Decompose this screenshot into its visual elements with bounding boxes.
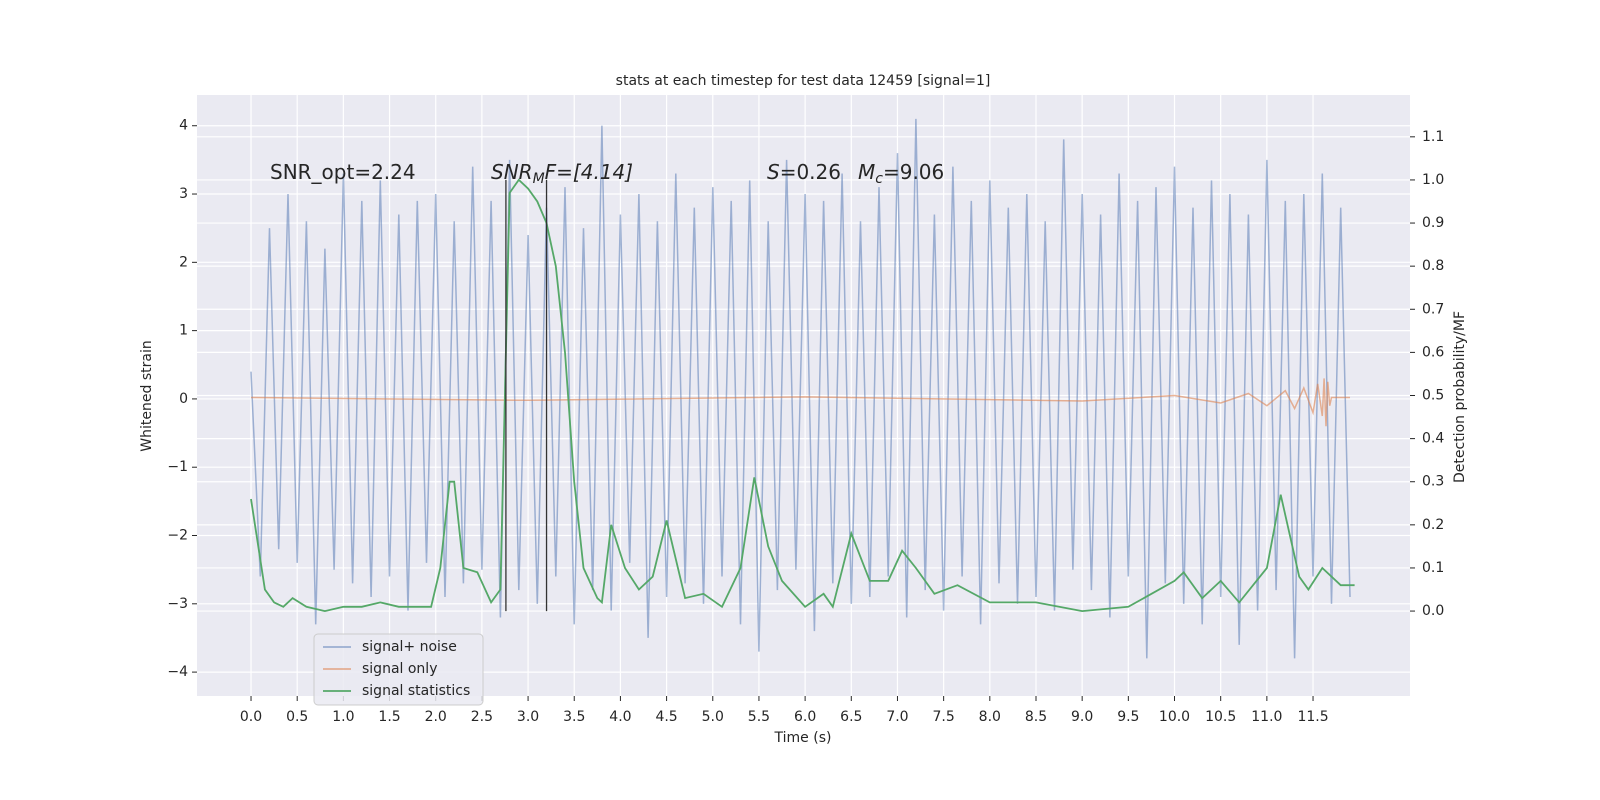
annotation-rest: =9.06 xyxy=(883,160,944,184)
annotation-text: M xyxy=(858,160,875,184)
y-tick-label: 2 xyxy=(179,254,188,270)
series-line xyxy=(250,378,1350,427)
y2-tick-label: 1.1 xyxy=(1422,129,1444,145)
y2-tick-label: 0.8 xyxy=(1422,258,1444,274)
x-tick-label: 1.5 xyxy=(378,709,400,725)
x-tick-label: 6.0 xyxy=(794,709,816,725)
x-tick-label: 5.5 xyxy=(748,709,770,725)
x-tick-label: 4.0 xyxy=(609,709,631,725)
chart-title: stats at each timestep for test data 124… xyxy=(616,73,991,89)
annotation-rest: =0.26 xyxy=(780,160,841,184)
x-tick-label: 2.5 xyxy=(471,709,493,725)
y-axis-label: Whitened strain xyxy=(139,340,155,451)
y-tick-label: −1 xyxy=(167,459,188,475)
x-tick-label: 10.5 xyxy=(1205,709,1236,725)
x-tick-label: 5.0 xyxy=(702,709,724,725)
x-tick-label: 8.0 xyxy=(979,709,1001,725)
x-tick-label: 0.0 xyxy=(240,709,262,725)
x-tick-label: 3.5 xyxy=(563,709,585,725)
x-tick-label: 9.0 xyxy=(1071,709,1093,725)
legend-label: signal+ noise xyxy=(362,639,457,655)
x-tick-label: 1.0 xyxy=(332,709,354,725)
legend-label: signal only xyxy=(362,661,437,677)
x-tick-label: 9.5 xyxy=(1117,709,1139,725)
annotation-text: SNR_opt=2.24 xyxy=(270,160,416,184)
x-tick-label: 3.0 xyxy=(517,709,539,725)
y-tick-label: 1 xyxy=(179,323,188,339)
legend-box xyxy=(313,633,484,706)
legend-label: signal statistics xyxy=(362,683,470,699)
x-tick-label: 4.5 xyxy=(655,709,677,725)
y2-tick-label: 1.0 xyxy=(1422,172,1444,188)
x-tick-label: 10.0 xyxy=(1159,709,1190,725)
annotation-text: SNR xyxy=(491,160,533,184)
y-tick-label: −4 xyxy=(167,664,188,680)
x-axis-label: Time (s) xyxy=(774,730,832,746)
x-tick-label: 11.0 xyxy=(1251,709,1282,725)
y-tick-label: 3 xyxy=(179,186,188,202)
x-tick-label: 0.5 xyxy=(286,709,308,725)
x-tick-label: 7.0 xyxy=(886,709,908,725)
x-tick-label: 6.5 xyxy=(840,709,862,725)
annotation: S=0.26 xyxy=(767,160,841,184)
y2-tick-label: 0.3 xyxy=(1422,474,1444,490)
annotation: SNR_opt=2.24 xyxy=(270,160,416,184)
y2-tick-label: 0.7 xyxy=(1422,301,1444,317)
y2-tick-label: 0.4 xyxy=(1422,431,1444,447)
series-line xyxy=(250,178,1355,613)
y2-axis-label: Detection probability/MF xyxy=(1452,311,1468,483)
y2-tick-label: 0.1 xyxy=(1422,560,1444,576)
annotation-subscript: c xyxy=(875,171,883,187)
y2-tick-label: 0.6 xyxy=(1422,344,1444,360)
x-tick-label: 7.5 xyxy=(933,709,955,725)
y2-tick-label: 0.2 xyxy=(1422,517,1444,533)
y2-tick-label: 0.9 xyxy=(1422,215,1444,231)
y-tick-label: 0 xyxy=(179,391,188,407)
annotation-subscript: M xyxy=(533,171,545,187)
annotation: Mc=9.06 xyxy=(858,160,944,188)
y2-tick-label: 0.0 xyxy=(1422,603,1444,619)
annotation-text: S xyxy=(767,160,780,184)
x-tick-label: 11.5 xyxy=(1297,709,1328,725)
y-tick-label: −3 xyxy=(167,596,188,612)
series-line xyxy=(250,118,1351,659)
annotation-rest: F=[4.14] xyxy=(545,160,633,184)
x-tick-label: 8.5 xyxy=(1025,709,1047,725)
annotation: SNRMF=[4.14] xyxy=(491,160,633,188)
y-tick-label: 4 xyxy=(179,118,188,134)
x-tick-label: 2.0 xyxy=(425,709,447,725)
y-tick-label: −2 xyxy=(167,528,188,544)
y2-tick-label: 0.5 xyxy=(1422,388,1444,404)
